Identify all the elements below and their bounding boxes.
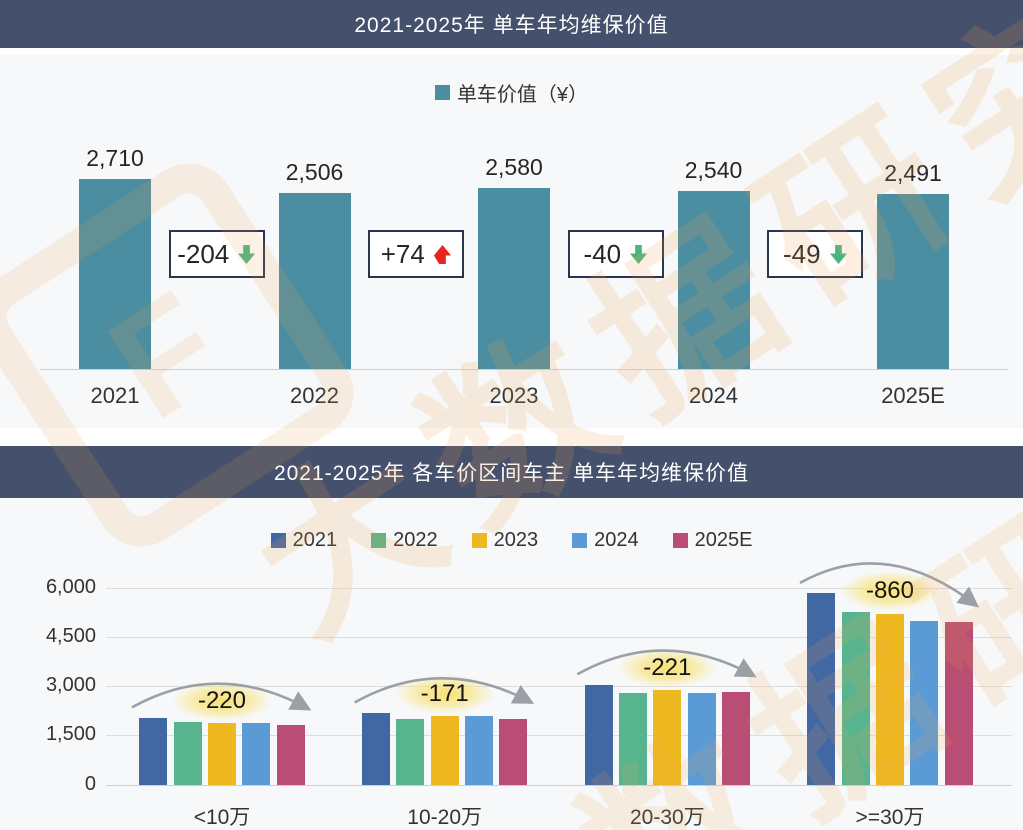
chart1-category-label: 2025E: [881, 383, 945, 408]
chart2-annotation-label: -221: [617, 647, 718, 688]
change-value: -40: [583, 238, 622, 269]
chart2-annotation-label: -220: [172, 680, 272, 721]
legend-swatch-icon: [434, 84, 450, 100]
legend-label: 2023: [493, 528, 539, 551]
legend-swatch-icon: [371, 532, 387, 548]
chart2-bar-2025E-<10万: [276, 724, 305, 785]
chart2-title: 2021-2025年 各车价区间车主 单车年均维保价值: [0, 446, 1023, 498]
change-value: -204: [177, 238, 230, 269]
chart2-bar-2024-<10万: [242, 722, 271, 785]
chart2-bar-2022->=30万: [841, 611, 870, 785]
chart1-change-box: -204: [168, 230, 265, 278]
change-arrow-up-icon: [433, 244, 452, 265]
legend-swatch-icon: [572, 532, 588, 548]
chart2-annotation-label: -171: [394, 673, 495, 714]
chart2-ytick-label: 1,500: [45, 723, 96, 746]
chart1-bar-2023: [478, 188, 550, 369]
legend-label: 2022: [393, 528, 438, 551]
chart1-value-label: 2,506: [285, 159, 344, 185]
chart2-bar-2024-10-20万: [464, 715, 493, 785]
chart1-bar-2025E: [877, 194, 949, 369]
chart2-bar-2023->=30万: [876, 613, 904, 785]
chart1-bar-2022: [278, 193, 351, 369]
chart2-bar-2023-10-20万: [430, 715, 459, 785]
chart1-bar-2021: [79, 179, 151, 369]
legend-label: 2021: [292, 528, 338, 551]
change-arrow-down-icon: [829, 244, 848, 265]
legend-label: 单车价值（¥）: [456, 83, 589, 106]
chart2-legend-item-2025E: 2025E: [672, 528, 753, 552]
chart1-bar-2024: [677, 191, 750, 369]
chart2-bar-2023-20-30万: [653, 689, 682, 785]
chart2-bar-2021-<10万: [139, 717, 168, 785]
chart1-value-label: 2,491: [884, 160, 942, 186]
chart1-category-label: 2024: [689, 383, 738, 408]
chart2-gridline-0: [106, 784, 1012, 786]
chart2-ytick-label: 4,500: [45, 625, 96, 648]
chart2-category-label: >=30万: [855, 806, 925, 829]
chart1-value-label: 2,710: [86, 145, 144, 171]
chart1-title: 2021-2025年 单车年均维保价值: [0, 0, 1023, 48]
chart2-legend-item-2022: 2022: [371, 529, 438, 552]
chart1-x-axis: [40, 369, 1008, 370]
legend-swatch-icon: [270, 532, 286, 548]
change-value: +74: [380, 238, 425, 269]
chart1-change-box: -40: [567, 230, 664, 278]
chart2-bar-2024->=30万: [910, 620, 939, 785]
chart2-gridline-6,000: [106, 588, 1012, 589]
chart2-category-label: 10-20万: [407, 806, 483, 829]
chart2-bar-2023-<10万: [208, 722, 236, 785]
chart2-category-label: <10万: [193, 806, 251, 829]
chart2-category-label: 20-30万: [629, 806, 705, 829]
change-arrow-down-icon: [237, 244, 256, 265]
chart1-value-label: 2,540: [684, 157, 743, 183]
chart2-legend-item-2021: 2021: [270, 528, 338, 552]
chart1-category-label: 2023: [489, 383, 539, 408]
chart2-gridline-4,500: [106, 637, 1012, 639]
chart2-gridline-1,500: [106, 735, 1012, 737]
chart1-legend-item-item: 单车价值（¥）: [434, 78, 589, 107]
chart2-legend-item-2023: 2023: [471, 528, 539, 552]
chart1-change-box: -49: [767, 230, 864, 278]
chart2-bar-2021-20-30万: [584, 684, 613, 785]
change-arrow-down-icon: [629, 244, 648, 265]
chart2-legend: 2021 2022 2023 2024 2025E: [0, 528, 1023, 552]
chart2-bar-2025E-20-30万: [721, 691, 750, 785]
chart2-bar-2022-<10万: [173, 721, 202, 785]
chart1-change-box: +74: [368, 230, 465, 278]
legend-swatch-icon: [672, 532, 688, 548]
chart2-annotation-label: -860: [840, 571, 940, 612]
chart2-ytick-label: 6,000: [45, 576, 96, 598]
chart2-bar-2025E->=30万: [944, 621, 973, 785]
chart2-bar-2025E-10-20万: [499, 718, 528, 785]
chart2-bar-2021->=30万: [807, 592, 836, 785]
chart2-bar-2022-10-20万: [396, 718, 425, 785]
legend-swatch-icon: [471, 532, 487, 548]
chart2-legend-item-2024: 2024: [572, 529, 639, 552]
chart1-legend: 单车价值（¥）: [0, 78, 1023, 107]
chart2-ytick-label: 3,000: [45, 674, 96, 697]
chart2-ytick-label: 0: [84, 772, 96, 795]
chart2-bar-2024-20-30万: [687, 692, 716, 785]
chart1-category-label: 2021: [90, 383, 140, 408]
chart2-bar-2021-10-20万: [362, 712, 391, 785]
chart2-bar-2022-20-30万: [619, 692, 648, 785]
change-value: -49: [782, 238, 821, 269]
legend-label: 2024: [594, 528, 639, 551]
legend-label: 2025E: [694, 528, 753, 551]
chart1-value-label: 2,580: [485, 154, 543, 180]
chart2-gridline-3,000: [106, 686, 1012, 688]
chart1-category-label: 2022: [290, 383, 339, 408]
